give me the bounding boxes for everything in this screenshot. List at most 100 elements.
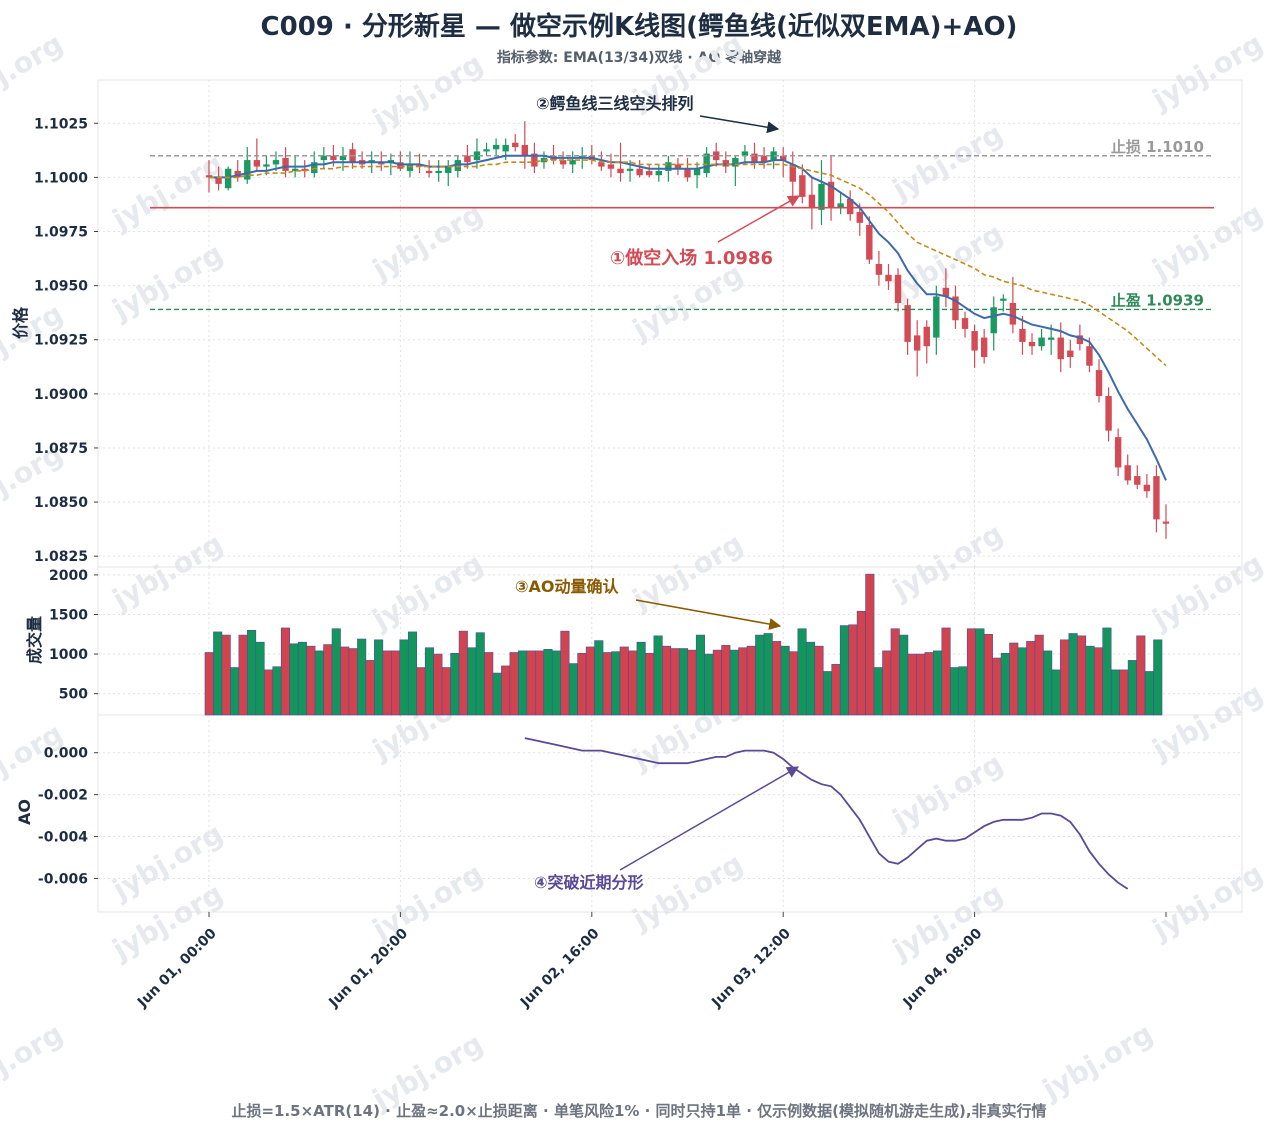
candle-body [311, 162, 318, 174]
volume-bar [907, 653, 917, 716]
volume-bar [831, 664, 841, 716]
volume-bar [433, 653, 443, 716]
candle-body [244, 160, 251, 180]
price-y-tick-label: 1.0825 [34, 549, 88, 565]
footer-note: 止损=1.5×ATR(14) · 止盈≈2.0×止损距离 · 单笔风险1% · … [231, 1102, 1047, 1120]
candle-body [339, 155, 347, 161]
candle-body [406, 164, 414, 171]
volume-bar [856, 611, 866, 716]
candle-body [770, 151, 777, 161]
candle-body [387, 160, 395, 163]
volume-bar [323, 644, 333, 716]
price-y-tick-label: 1.1025 [34, 116, 88, 132]
grid-layer [98, 80, 1242, 912]
volume-bar [780, 645, 790, 716]
candle-body [559, 160, 567, 165]
volume-bar [1153, 639, 1163, 716]
stop-loss-label: 止损 1.1010 [1111, 138, 1204, 156]
watermark-text: jybj.org [1036, 1017, 1158, 1107]
volume-bar [738, 647, 748, 716]
candle-body [846, 199, 854, 215]
volume-bar [602, 652, 612, 716]
volume-bar [1077, 635, 1087, 716]
watermark-text: jybj.org [0, 27, 68, 117]
volume-bar [247, 630, 257, 716]
volume-bar [958, 666, 968, 716]
candle-body [617, 168, 624, 174]
candle-body [483, 149, 490, 152]
volume-bar [577, 652, 587, 716]
volume-bar [653, 635, 663, 716]
volume-bar [289, 643, 299, 716]
annotations-layer: ②鳄鱼线三线空头排列 ①做空入场 1.0986 ③AO动量确认 ④突破近期分形 [515, 94, 801, 892]
price-y-tick-label: 1.0875 [34, 441, 88, 457]
volume-bar [619, 646, 629, 716]
candle-body [741, 151, 749, 156]
candle-body [435, 170, 442, 174]
candle-body [416, 164, 423, 167]
volume-bar [501, 665, 511, 716]
volume-bar [585, 646, 595, 716]
candle-body [827, 181, 835, 208]
volume-bar [687, 649, 697, 716]
volume-bar [568, 663, 578, 716]
volume-bar [357, 638, 367, 716]
volume-bar [1119, 669, 1129, 716]
volume-bar [992, 657, 1002, 716]
candle-body [521, 144, 529, 156]
candle-body [1019, 328, 1026, 342]
candle-body [1105, 396, 1112, 431]
volume-bar [755, 634, 765, 716]
volume-bar [230, 667, 240, 716]
volume-bar [204, 652, 214, 716]
candle-body [713, 151, 720, 161]
candle-body [646, 170, 653, 176]
candle-body [904, 305, 911, 342]
candle-body [272, 160, 280, 165]
volume-bar [348, 648, 358, 716]
ao-line-layer [524, 737, 1129, 890]
candle-body [1047, 337, 1055, 340]
volume-bar [746, 645, 756, 716]
volume-bar [763, 633, 773, 716]
candle-body [1114, 437, 1122, 468]
ao-y-tick-label: -0.004 [38, 830, 88, 846]
volume-bar [1093, 647, 1104, 716]
volume-bar [924, 652, 934, 716]
volume-bar [543, 649, 553, 716]
volume-bar [1043, 650, 1053, 716]
candle-body [397, 162, 404, 169]
volume-bar [772, 641, 782, 716]
volume-bar [374, 639, 384, 716]
volume-y-tick-label: 1500 [49, 607, 88, 623]
watermark-text: jybj.org [1146, 27, 1268, 117]
volume-bar [314, 650, 324, 716]
volume-bar [560, 630, 570, 716]
watermark-text: jybj.org [886, 117, 1008, 207]
candle-body [684, 168, 691, 178]
ao-y-tick-label: -0.006 [38, 871, 88, 887]
candle-body [464, 155, 471, 163]
watermark-text: jybj.org [366, 547, 488, 637]
candle-body [234, 170, 241, 178]
x-tick-label: Jun 02, 16:00 [517, 925, 603, 1011]
price-y-tick-label: 1.0950 [34, 279, 88, 295]
candle-body [674, 164, 682, 169]
volume-bar [484, 652, 494, 716]
candle-body [722, 160, 729, 167]
candle-body [1143, 484, 1151, 492]
volume-bar [1034, 634, 1044, 716]
volume-bar [255, 641, 265, 716]
alligator-arrow [699, 115, 780, 134]
volume-bar [789, 651, 799, 716]
watermark-text: jybj.org [1146, 857, 1268, 947]
price-y-tick-label: 1.0900 [34, 387, 88, 403]
volume-bar [1000, 652, 1010, 716]
candle-body [473, 151, 481, 161]
volume-bar [594, 640, 604, 716]
volume-bar [611, 651, 621, 716]
watermark-text: jybj.org [1146, 547, 1268, 637]
candle-body [301, 168, 308, 171]
volume-bar [221, 634, 231, 716]
candle-body [320, 155, 328, 161]
